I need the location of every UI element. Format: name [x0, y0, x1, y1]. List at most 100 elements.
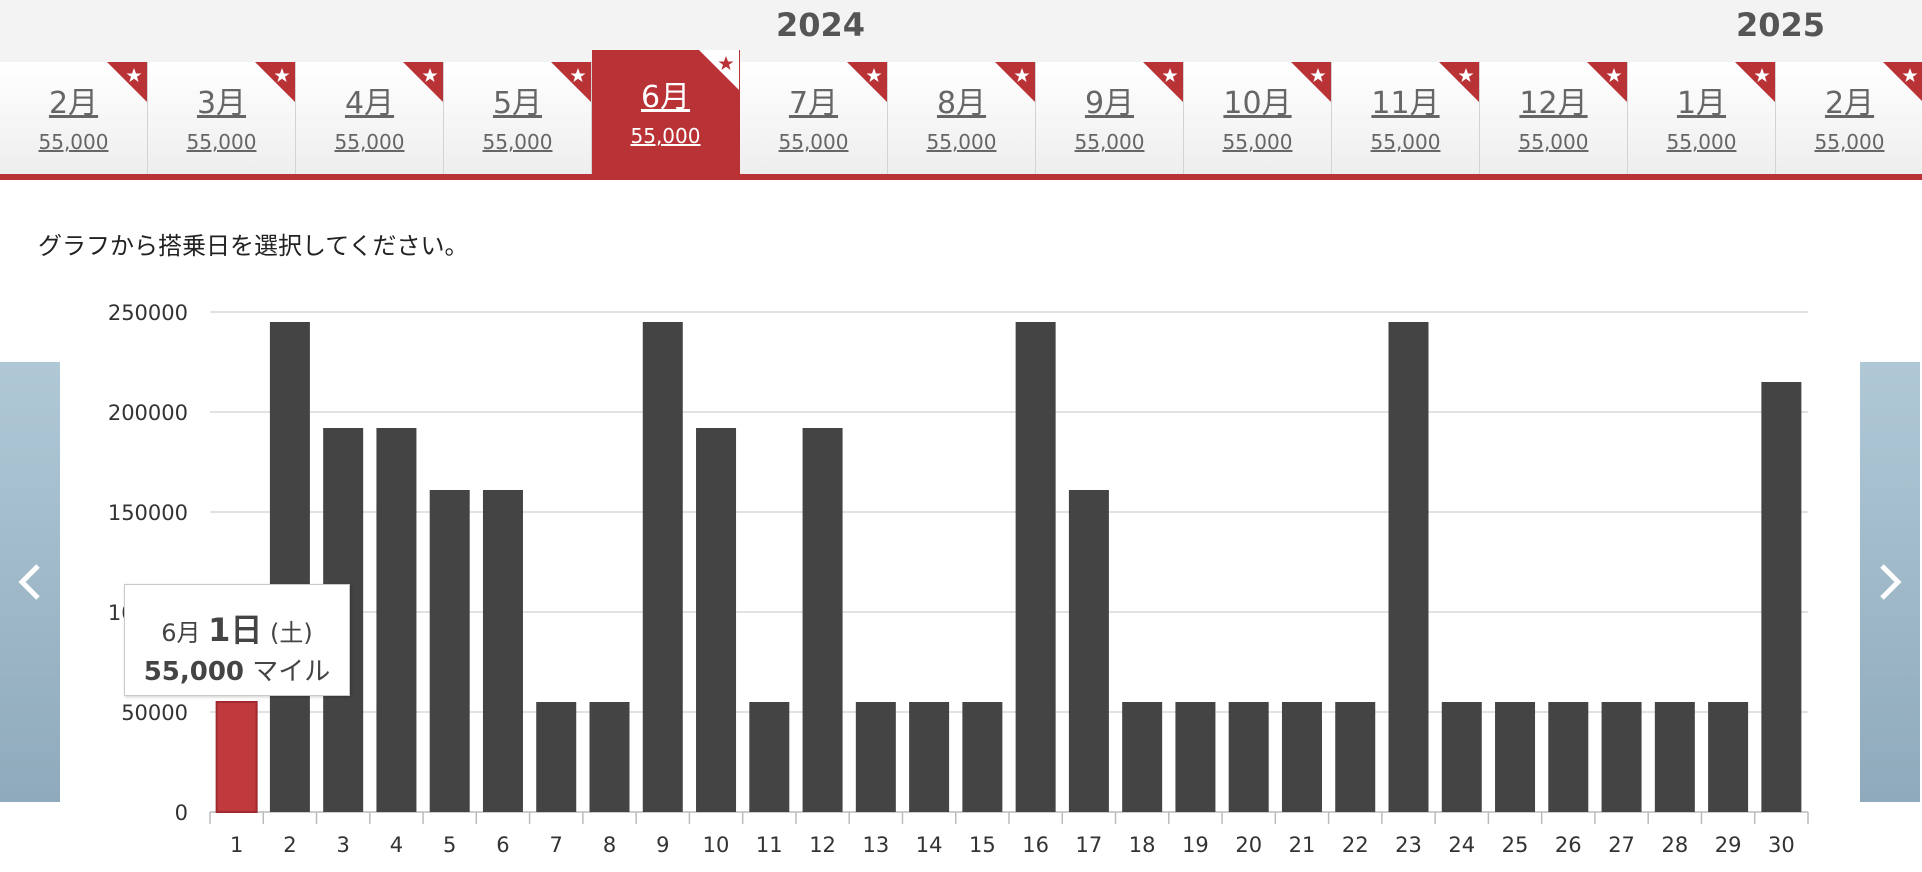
bar[interactable]	[1548, 702, 1589, 812]
bar[interactable]	[589, 702, 630, 812]
month-tab[interactable]: 9月 55,000	[1036, 62, 1184, 174]
month-tab[interactable]: 3月 55,000	[148, 62, 296, 174]
x-tick-label: 17	[1076, 833, 1103, 857]
month-tab-label: 3月	[196, 86, 247, 121]
star-ribbon-icon	[1587, 62, 1627, 102]
bar[interactable]	[269, 322, 310, 812]
bar[interactable]	[1761, 382, 1802, 812]
tooltip-miles: 55,000	[143, 657, 245, 687]
bar[interactable]	[1441, 702, 1482, 812]
bar[interactable]	[429, 490, 470, 812]
y-tick-label: 250000	[108, 301, 188, 325]
chevron-left-icon	[18, 564, 40, 600]
month-tab[interactable]: 8月 55,000	[888, 62, 1036, 174]
month-tab[interactable]: 10月 55,000	[1184, 62, 1332, 174]
x-tick-label: 5	[443, 833, 456, 857]
month-tab-label: 1月	[1676, 86, 1727, 121]
star-ribbon-icon	[255, 62, 295, 102]
star-ribbon-icon	[995, 62, 1035, 102]
x-tick-label: 22	[1342, 833, 1369, 857]
month-tab-price: 55,000	[1666, 130, 1737, 154]
prev-button[interactable]	[0, 362, 60, 802]
bar[interactable]	[696, 428, 737, 812]
month-tab-price: 55,000	[1074, 130, 1145, 154]
bar[interactable]	[909, 702, 950, 812]
bar[interactable]	[962, 702, 1003, 812]
bar[interactable]	[1495, 702, 1536, 812]
y-tick-label: 200000	[108, 401, 188, 425]
month-tab[interactable]: 12月 55,000	[1480, 62, 1628, 174]
month-tab[interactable]: 4月 55,000	[296, 62, 444, 174]
y-tick-label: 50000	[121, 701, 188, 725]
tooltip-unit: マイル	[252, 657, 331, 687]
x-tick-label: 28	[1661, 833, 1688, 857]
star-ribbon-icon	[1735, 62, 1775, 102]
chevron-right-icon	[1880, 564, 1902, 600]
month-tab-label: 6月	[640, 80, 691, 115]
bar[interactable]	[1175, 702, 1216, 812]
month-tab-price: 55,000	[778, 130, 849, 154]
bar[interactable]	[482, 490, 523, 812]
bar[interactable]	[1335, 702, 1376, 812]
x-tick-label: 12	[809, 833, 836, 857]
month-tab-label: 9月	[1084, 86, 1135, 121]
month-tab[interactable]: 6月 55,000	[592, 50, 740, 174]
year-label-2025: 2025	[1736, 6, 1826, 44]
bar[interactable]	[1708, 702, 1749, 812]
month-tab-label: 8月	[936, 86, 987, 121]
x-tick-label: 8	[603, 833, 616, 857]
month-tab[interactable]: 2月 55,000	[0, 62, 148, 174]
x-tick-label: 15	[969, 833, 996, 857]
x-tick-label: 10	[703, 833, 730, 857]
month-tab-price: 55,000	[630, 124, 701, 148]
month-tab-label: 7月	[788, 86, 839, 121]
star-ribbon-icon	[1883, 62, 1922, 101]
bar[interactable]	[1654, 702, 1695, 812]
x-tick-label: 9	[656, 833, 669, 857]
month-tab[interactable]: 1月 55,000	[1628, 62, 1776, 174]
bar[interactable]	[536, 702, 577, 812]
bar[interactable]	[642, 322, 683, 812]
tooltip-month: 6月	[161, 619, 201, 647]
bar[interactable]	[376, 428, 417, 812]
month-tab[interactable]: 2月 55,000	[1776, 62, 1922, 174]
star-ribbon-icon	[699, 50, 739, 90]
month-tab-label: 2月	[48, 86, 99, 121]
bar[interactable]	[802, 428, 843, 812]
tooltip-day: 1日	[208, 611, 263, 649]
tabs-underline	[0, 174, 1922, 180]
next-button[interactable]	[1860, 362, 1920, 802]
month-tab-price: 55,000	[1222, 130, 1293, 154]
star-ribbon-icon	[1143, 62, 1183, 102]
year-header: 2024 2025	[0, 0, 1922, 63]
month-tab-price: 55,000	[1518, 130, 1589, 154]
year-label-2024: 2024	[776, 6, 866, 44]
bar[interactable]	[1015, 322, 1056, 812]
x-tick-label: 3	[336, 833, 349, 857]
bar[interactable]	[1388, 322, 1429, 812]
bar[interactable]	[1601, 702, 1642, 812]
bar[interactable]	[749, 702, 790, 812]
x-tick-label: 19	[1182, 833, 1209, 857]
x-tick-label: 18	[1129, 833, 1156, 857]
month-tab[interactable]: 11月 55,000	[1332, 62, 1480, 174]
bar[interactable]	[855, 702, 896, 812]
bar[interactable]	[1281, 702, 1322, 812]
star-ribbon-icon	[1291, 62, 1331, 102]
month-tab-label: 12月	[1519, 86, 1588, 121]
star-ribbon-icon	[107, 62, 147, 102]
x-tick-label: 11	[756, 833, 783, 857]
y-tick-label: 150000	[108, 501, 188, 525]
bar[interactable]	[1228, 702, 1269, 812]
month-tab[interactable]: 7月 55,000	[740, 62, 888, 174]
month-tab-price: 55,000	[186, 130, 257, 154]
month-tab-label: 2月	[1824, 86, 1875, 121]
x-tick-label: 29	[1715, 833, 1742, 857]
selected-day-tooltip: 6月 1日 (土) 55,000 マイル	[124, 584, 350, 696]
star-ribbon-icon	[847, 62, 887, 102]
bar-selected[interactable]	[215, 701, 258, 813]
month-tab[interactable]: 5月 55,000	[444, 62, 592, 174]
bar[interactable]	[1122, 702, 1163, 812]
bar[interactable]	[1068, 490, 1109, 812]
